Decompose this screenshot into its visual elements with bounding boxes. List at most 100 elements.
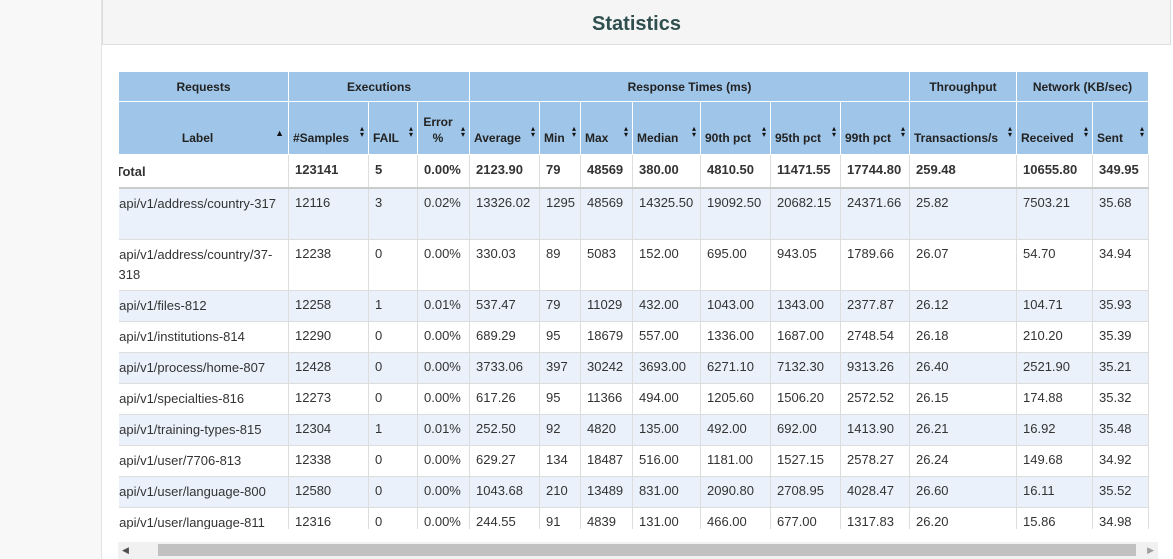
horizontal-scrollbar[interactable]: ◀ ▶ [118, 542, 1158, 559]
column-header-label: Median [637, 131, 679, 145]
column-header[interactable]: 95th pct ▴ ▾ [770, 101, 841, 155]
column-header[interactable]: Average ▴ ▾ [469, 101, 540, 155]
table-cell: 11366 [580, 383, 633, 415]
table-cell: 0.01% [417, 290, 470, 322]
table-cell: 12304 [288, 414, 369, 446]
sort-both-icon[interactable]: ▴ ▾ [460, 124, 465, 139]
table-cell: 18679 [580, 321, 633, 353]
table-cell: 0.02% [417, 188, 470, 240]
table-cell: 12238 [288, 239, 369, 291]
column-header[interactable]: Received ▴ ▾ [1016, 101, 1093, 155]
request-label-cell: /api/v1/files-812 [118, 290, 289, 322]
table-cell: 1043.00 [700, 290, 771, 322]
column-header[interactable]: 90th pct ▴ ▾ [700, 101, 771, 155]
scroll-left-icon[interactable]: ◀ [122, 545, 129, 555]
table-row: /api/v1/address/country-317 12116 3 0.02% 13… [118, 188, 1149, 240]
column-header[interactable]: Max ▴ ▾ [580, 101, 633, 155]
column-header[interactable]: 99th pct ▴ ▾ [840, 101, 910, 155]
table-cell: 26.40 [909, 352, 1017, 384]
sort-both-icon[interactable]: ▴ ▾ [691, 124, 696, 139]
sort-ascending-icon[interactable]: ▲ [275, 128, 284, 138]
sort-both-icon[interactable]: ▴ ▾ [1083, 124, 1088, 139]
table-cell: 16.11 [1016, 476, 1093, 508]
table-row: /api/v1/user/language-800 12580 0 0.00% 1043… [118, 476, 1149, 508]
column-header-label: Error % [423, 115, 453, 145]
panel-title: Statistics [592, 12, 681, 35]
table-cell: 1043.68 [469, 476, 540, 508]
table-cell: 1343.00 [770, 290, 841, 322]
table-cell: 259.48 [909, 154, 1017, 189]
table-cell: 149.68 [1016, 445, 1093, 477]
column-header[interactable]: Transactions/s ▴ ▾ [909, 101, 1017, 155]
table-cell: 26.07 [909, 239, 1017, 291]
request-label-cell: Total [118, 154, 289, 189]
table-cell: 174.88 [1016, 383, 1093, 415]
table-cell: 135.00 [632, 414, 701, 446]
table-cell: 131.00 [632, 507, 701, 529]
column-header[interactable]: #Samples ▴ ▾ [288, 101, 369, 155]
table-cell: 95 [539, 383, 581, 415]
sort-both-icon[interactable]: ▴ ▾ [831, 124, 836, 139]
table-cell: 0.00% [417, 154, 470, 189]
table-cell: 1789.66 [840, 239, 910, 291]
request-label-cell: /api/v1/user/language-800 [118, 476, 289, 508]
sort-both-icon[interactable]: ▴ ▾ [900, 124, 905, 139]
table-cell: 6271.10 [700, 352, 771, 384]
table-cell: 10655.80 [1016, 154, 1093, 189]
table-cell: 35.39 [1092, 321, 1149, 353]
table-row: /api/v1/address/country/37-318 12238 0 0.00… [118, 239, 1149, 291]
sort-both-icon[interactable]: ▴ ▾ [623, 124, 628, 139]
table-cell: 13326.02 [469, 188, 540, 240]
sort-both-icon[interactable]: ▴ ▾ [1139, 124, 1144, 139]
table-cell: 695.00 [700, 239, 771, 291]
request-label-cell: /api/v1/process/home-807 [118, 352, 289, 384]
table-cell: 26.12 [909, 290, 1017, 322]
table-cell: 26.18 [909, 321, 1017, 353]
table-cell: 1413.90 [840, 414, 910, 446]
sort-both-icon[interactable]: ▴ ▾ [571, 124, 576, 139]
table-cell: 0 [368, 476, 418, 508]
table-cell: 0 [368, 321, 418, 353]
scrollbar-thumb[interactable] [158, 544, 1136, 556]
table-cell: 92 [539, 414, 581, 446]
column-header[interactable]: Min ▴ ▾ [539, 101, 581, 155]
request-label-cell: /api/v1/training-types-815 [118, 414, 289, 446]
sort-both-icon[interactable]: ▴ ▾ [408, 124, 413, 139]
sort-both-icon[interactable]: ▴ ▾ [359, 124, 364, 139]
table-cell: 3 [368, 188, 418, 240]
table-cell: 629.27 [469, 445, 540, 477]
column-header-label: Transactions/s [914, 131, 999, 145]
table-cell: 79 [539, 290, 581, 322]
table-cell: 0 [368, 239, 418, 291]
table-cell: 5 [368, 154, 418, 189]
table-cell: 349.95 [1092, 154, 1149, 189]
table-row: /api/v1/institutions-814 12290 0 0.00% 689.2… [118, 321, 1149, 353]
table-cell: 2521.90 [1016, 352, 1093, 384]
column-header-label: FAIL [373, 131, 399, 145]
table-cell: 244.55 [469, 507, 540, 529]
scroll-right-icon[interactable]: ▶ [1147, 545, 1154, 555]
column-header[interactable]: Error % ▴ ▾ [417, 101, 470, 155]
column-header[interactable]: Median ▴ ▾ [632, 101, 701, 155]
column-header[interactable]: Sent ▴ ▾ [1092, 101, 1149, 155]
table-cell: 34.92 [1092, 445, 1149, 477]
request-label-cell: /api/v1/institutions-814 [118, 321, 289, 353]
group-header: Response Times (ms) [469, 71, 910, 102]
table-cell: 11029 [580, 290, 633, 322]
sort-both-icon[interactable]: ▴ ▾ [1007, 124, 1012, 139]
table-cell: 35.32 [1092, 383, 1149, 415]
sort-both-icon[interactable]: ▴ ▾ [530, 124, 535, 139]
table-cell: 2377.87 [840, 290, 910, 322]
table-cell: 1205.60 [700, 383, 771, 415]
table-cell: 943.05 [770, 239, 841, 291]
table-cell: 35.21 [1092, 352, 1149, 384]
table-cell: 9313.26 [840, 352, 910, 384]
column-header[interactable]: FAIL ▴ ▾ [368, 101, 418, 155]
table-cell: 91 [539, 507, 581, 529]
sort-both-icon[interactable]: ▴ ▾ [761, 124, 766, 139]
table-cell: 25.82 [909, 188, 1017, 240]
column-header[interactable]: Label ▲ [118, 101, 289, 155]
table-cell: 2578.27 [840, 445, 910, 477]
table-cell: 2572.52 [840, 383, 910, 415]
table-cell: 537.47 [469, 290, 540, 322]
